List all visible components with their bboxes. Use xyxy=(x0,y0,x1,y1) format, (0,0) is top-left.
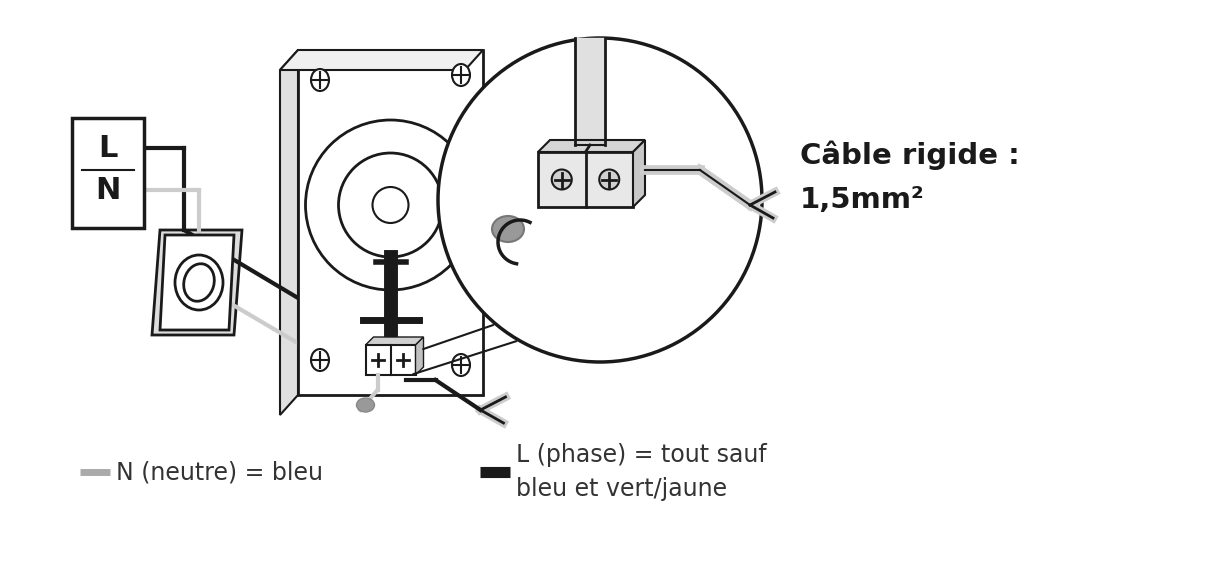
Ellipse shape xyxy=(312,349,329,371)
Ellipse shape xyxy=(452,64,470,86)
Polygon shape xyxy=(160,235,233,330)
Ellipse shape xyxy=(492,216,524,242)
Bar xyxy=(538,152,633,207)
Circle shape xyxy=(373,187,408,223)
Ellipse shape xyxy=(357,398,374,412)
Ellipse shape xyxy=(312,69,329,91)
Text: L (phase) = tout sauf
bleu et vert/jaune: L (phase) = tout sauf bleu et vert/jaune xyxy=(516,443,766,501)
Circle shape xyxy=(338,153,442,257)
Polygon shape xyxy=(365,337,424,345)
Ellipse shape xyxy=(452,354,470,376)
Bar xyxy=(365,345,415,375)
Polygon shape xyxy=(280,50,483,70)
Circle shape xyxy=(306,120,475,290)
Ellipse shape xyxy=(175,255,222,310)
Polygon shape xyxy=(633,140,645,207)
Circle shape xyxy=(552,170,572,189)
Text: N (neutre) = bleu: N (neutre) = bleu xyxy=(116,460,323,484)
Text: 1,5mm²: 1,5mm² xyxy=(800,186,925,214)
Polygon shape xyxy=(538,140,645,152)
Polygon shape xyxy=(298,50,483,395)
Polygon shape xyxy=(152,230,242,335)
Ellipse shape xyxy=(183,264,214,301)
Bar xyxy=(72,118,144,228)
Polygon shape xyxy=(415,337,424,375)
Text: L: L xyxy=(98,134,117,163)
Text: N: N xyxy=(95,175,121,204)
Circle shape xyxy=(437,38,763,362)
Text: Câble rigide :: Câble rigide : xyxy=(800,140,1019,170)
Polygon shape xyxy=(280,50,298,415)
Circle shape xyxy=(599,170,620,189)
